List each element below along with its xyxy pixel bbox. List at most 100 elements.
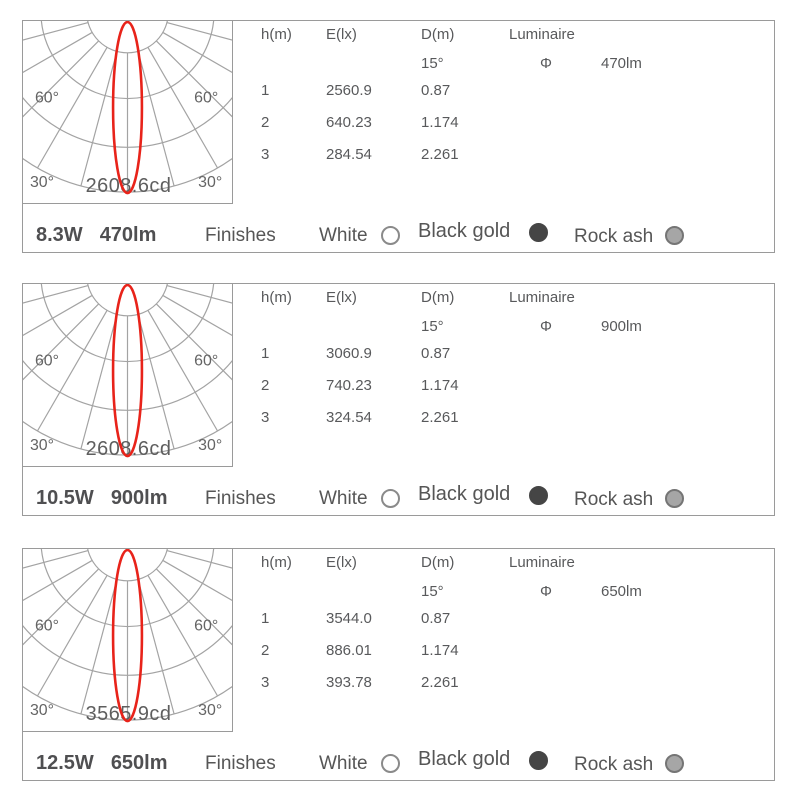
table-cell-e2: 640.23 — [326, 114, 372, 131]
table-cell-h1: 1 — [261, 82, 270, 99]
angle-label-30-left: 30° — [30, 702, 54, 719]
col-header-height: h(m) — [261, 26, 292, 43]
angle-label-60-left: 60° — [35, 90, 59, 107]
table-cell-e2: 886.01 — [326, 642, 372, 659]
finish-option-rock-ash-label: Rock ash — [574, 489, 654, 510]
table-cell-h2: 2 — [261, 642, 270, 659]
angle-label-30-right: 30° — [198, 702, 222, 719]
col-header-height: h(m) — [261, 554, 292, 571]
beam-distribution-curve — [111, 21, 144, 195]
finish-option-black-gold-label: Black gold — [418, 748, 511, 770]
table-cell-h2: 2 — [261, 377, 270, 394]
phi-flux-icon: Φ — [540, 55, 552, 72]
angle-label-60-left: 60° — [35, 353, 59, 370]
finish-swatch-rock-ash — [665, 489, 684, 508]
finish-swatch-black-gold — [529, 486, 548, 505]
phi-flux-icon: Φ — [540, 583, 552, 600]
table-cell-e1: 3060.9 — [326, 345, 372, 362]
table-cell-d1: 0.87 — [421, 345, 451, 362]
wattage-value: 12.5W — [36, 752, 94, 774]
table-cell-d1: 0.87 — [421, 82, 451, 99]
peak-intensity-value: 3565.9cd — [86, 703, 172, 725]
table-cell-d3: 2.261 — [421, 674, 459, 691]
power-rating: 12.5W 650lm — [36, 750, 168, 777]
flux-value: 900lm — [601, 318, 642, 335]
flux-value: 470lm — [601, 55, 642, 72]
angle-label-30-left: 30° — [30, 437, 54, 454]
luminaire-spec-panel-3: 60° 60° 30° 30° 3565.9cd 12.5W 650lm h(m… — [22, 548, 775, 781]
beam-angle-value: 15° — [421, 318, 444, 335]
finish-option-rock-ash-label: Rock ash — [574, 754, 654, 775]
finish-swatch-rock-ash — [665, 226, 684, 245]
col-header-luminaire: Luminaire — [509, 289, 575, 306]
power-rating: 10.5W 900lm — [36, 485, 168, 512]
col-header-diameter: D(m) — [421, 26, 455, 43]
col-header-illuminance: E(lx) — [326, 289, 357, 306]
table-cell-d3: 2.261 — [421, 409, 459, 426]
col-header-diameter: D(m) — [421, 289, 455, 306]
finish-swatch-rock-ash — [665, 754, 684, 773]
table-cell-h3: 3 — [261, 146, 270, 163]
finish-swatch-black-gold — [529, 223, 548, 242]
finish-swatch-black-gold — [529, 751, 548, 770]
table-cell-e1: 3544.0 — [326, 610, 372, 627]
table-cell-e1: 2560.9 — [326, 82, 372, 99]
finish-swatch-white — [381, 226, 400, 245]
angle-label-30-right: 30° — [198, 437, 222, 454]
table-cell-e2: 740.23 — [326, 377, 372, 394]
finish-option-white-label: White — [319, 488, 368, 509]
finishes-label: Finishes — [205, 225, 276, 246]
lumen-output-value: 900lm — [110, 487, 168, 509]
beam-angle-value: 15° — [421, 583, 444, 600]
table-cell-h2: 2 — [261, 114, 270, 131]
table-cell-d2: 1.174 — [421, 377, 459, 394]
peak-intensity-value: 2608.6cd — [86, 175, 172, 197]
table-cell-h3: 3 — [261, 409, 270, 426]
photometric-polar-chart: 60° 60° 30° 30° 2608.6cd — [23, 21, 233, 204]
angle-label-60-right: 60° — [194, 618, 218, 635]
table-cell-d3: 2.261 — [421, 146, 459, 163]
col-header-illuminance: E(lx) — [326, 554, 357, 571]
finishes-label: Finishes — [205, 753, 276, 774]
finish-option-rock-ash-label: Rock ash — [574, 226, 654, 247]
table-cell-h1: 1 — [261, 345, 270, 362]
finish-option-white-label: White — [319, 225, 368, 246]
col-header-illuminance: E(lx) — [326, 26, 357, 43]
table-cell-d1: 0.87 — [421, 610, 451, 627]
finishes-label: Finishes — [205, 488, 276, 509]
angle-label-60-left: 60° — [35, 618, 59, 635]
beam-distribution-curve — [111, 549, 144, 723]
wattage-value: 8.3W — [36, 224, 83, 246]
angle-label-30-right: 30° — [198, 174, 222, 191]
photometric-polar-chart: 60° 60° 30° 30° 2608.6cd — [23, 284, 233, 467]
table-cell-d2: 1.174 — [421, 114, 459, 131]
angle-label-60-right: 60° — [194, 353, 218, 370]
table-cell-h3: 3 — [261, 674, 270, 691]
finish-option-black-gold-label: Black gold — [418, 483, 511, 505]
beam-distribution-curve — [111, 284, 144, 458]
photometric-polar-chart: 60° 60° 30° 30° 3565.9cd — [23, 549, 233, 732]
table-cell-e3: 324.54 — [326, 409, 372, 426]
finish-option-black-gold-label: Black gold — [418, 220, 511, 242]
beam-angle-value: 15° — [421, 55, 444, 72]
finish-swatch-white — [381, 754, 400, 773]
peak-intensity-value: 2608.6cd — [86, 438, 172, 460]
table-cell-d2: 1.174 — [421, 642, 459, 659]
lumen-output-value: 650lm — [110, 752, 168, 774]
col-header-luminaire: Luminaire — [509, 554, 575, 571]
lumen-output-value: 470lm — [99, 224, 157, 246]
col-header-luminaire: Luminaire — [509, 26, 575, 43]
angle-label-60-right: 60° — [194, 90, 218, 107]
table-cell-e3: 393.78 — [326, 674, 372, 691]
angle-label-30-left: 30° — [30, 174, 54, 191]
table-cell-h1: 1 — [261, 610, 270, 627]
wattage-value: 10.5W — [36, 487, 94, 509]
flux-value: 650lm — [601, 583, 642, 600]
col-header-diameter: D(m) — [421, 554, 455, 571]
finish-option-white-label: White — [319, 753, 368, 774]
power-rating: 8.3W 470lm — [36, 222, 156, 249]
table-cell-e3: 284.54 — [326, 146, 372, 163]
col-header-height: h(m) — [261, 289, 292, 306]
luminaire-spec-panel-1: 60° 60° 30° 30° 2608.6cd 8.3W 470lm h(m)… — [22, 20, 775, 253]
